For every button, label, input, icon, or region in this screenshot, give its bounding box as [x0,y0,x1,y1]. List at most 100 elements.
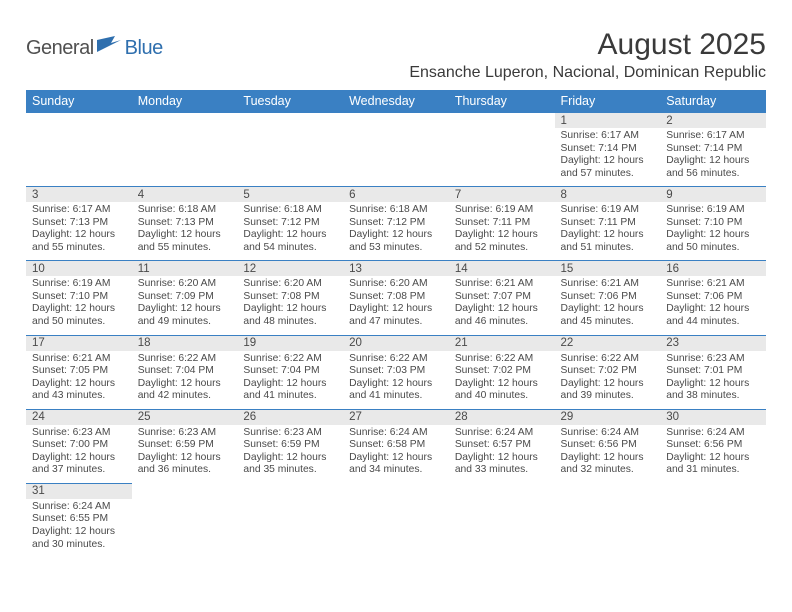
sunset-line: Sunset: 6:58 PM [349,439,443,452]
sunrise-line: Sunrise: 6:18 AM [138,204,232,217]
day-detail: Sunrise: 6:18 AMSunset: 7:13 PMDaylight:… [132,202,238,261]
day-number: 22 [555,335,661,351]
sunrise-line: Sunrise: 6:19 AM [455,204,549,217]
empty-cell [132,113,238,129]
empty-cell [26,128,132,187]
daylight-line: Daylight: 12 hours and 56 minutes. [666,155,760,180]
logo-text-blue: Blue [125,37,163,60]
day-detail: Sunrise: 6:18 AMSunset: 7:12 PMDaylight:… [343,202,449,261]
day-detail: Sunrise: 6:21 AMSunset: 7:06 PMDaylight:… [555,276,661,335]
daylight-line: Daylight: 12 hours and 42 minutes. [138,378,232,403]
sunset-line: Sunset: 7:04 PM [138,365,232,378]
sunrise-line: Sunrise: 6:21 AM [666,278,760,291]
sunset-line: Sunset: 6:59 PM [138,439,232,452]
daylight-line: Daylight: 12 hours and 36 minutes. [138,452,232,477]
month-title: August 2025 [409,28,766,62]
sunrise-line: Sunrise: 6:19 AM [666,204,760,217]
day-detail: Sunrise: 6:21 AMSunset: 7:06 PMDaylight:… [660,276,766,335]
day-detail-row: Sunrise: 6:19 AMSunset: 7:10 PMDaylight:… [26,276,766,335]
day-detail: Sunrise: 6:24 AMSunset: 6:57 PMDaylight:… [449,425,555,484]
empty-cell [343,128,449,187]
day-number: 25 [132,409,238,425]
sunset-line: Sunset: 7:09 PM [138,291,232,304]
sunrise-line: Sunrise: 6:20 AM [138,278,232,291]
sunset-line: Sunset: 7:11 PM [561,217,655,230]
sunrise-line: Sunrise: 6:24 AM [32,501,126,514]
calendar-table: SundayMondayTuesdayWednesdayThursdayFrid… [26,90,766,557]
sunset-line: Sunset: 7:02 PM [561,365,655,378]
sunset-line: Sunset: 7:08 PM [349,291,443,304]
sunset-line: Sunset: 7:01 PM [666,365,760,378]
daylight-line: Daylight: 12 hours and 43 minutes. [32,378,126,403]
day-number: 1 [555,113,661,129]
sunrise-line: Sunrise: 6:24 AM [561,427,655,440]
day-number: 17 [26,335,132,351]
day-number-row: 31 [26,483,766,499]
title-block: August 2025 Ensanche Luperon, Nacional, … [409,28,766,88]
empty-cell [343,113,449,129]
daylight-line: Daylight: 12 hours and 39 minutes. [561,378,655,403]
day-number: 26 [237,409,343,425]
sunset-line: Sunset: 7:14 PM [666,143,760,156]
sunrise-line: Sunrise: 6:20 AM [349,278,443,291]
day-detail-row: Sunrise: 6:17 AMSunset: 7:14 PMDaylight:… [26,128,766,187]
day-number: 20 [343,335,449,351]
sunrise-line: Sunrise: 6:21 AM [455,278,549,291]
day-detail: Sunrise: 6:21 AMSunset: 7:07 PMDaylight:… [449,276,555,335]
daylight-line: Daylight: 12 hours and 31 minutes. [666,452,760,477]
sunset-line: Sunset: 7:12 PM [349,217,443,230]
sunrise-line: Sunrise: 6:17 AM [561,130,655,143]
sunrise-line: Sunrise: 6:21 AM [32,353,126,366]
sunset-line: Sunset: 7:08 PM [243,291,337,304]
daylight-line: Daylight: 12 hours and 52 minutes. [455,229,549,254]
sunrise-line: Sunrise: 6:21 AM [561,278,655,291]
weekday-header: Tuesday [237,90,343,113]
day-detail: Sunrise: 6:23 AMSunset: 7:01 PMDaylight:… [660,351,766,410]
day-detail: Sunrise: 6:17 AMSunset: 7:14 PMDaylight:… [660,128,766,187]
sunrise-line: Sunrise: 6:23 AM [243,427,337,440]
sunset-line: Sunset: 7:10 PM [666,217,760,230]
day-detail: Sunrise: 6:18 AMSunset: 7:12 PMDaylight:… [237,202,343,261]
sunset-line: Sunset: 7:02 PM [455,365,549,378]
weekday-header-row: SundayMondayTuesdayWednesdayThursdayFrid… [26,90,766,113]
daylight-line: Daylight: 12 hours and 50 minutes. [666,229,760,254]
daylight-line: Daylight: 12 hours and 33 minutes. [455,452,549,477]
daylight-line: Daylight: 12 hours and 51 minutes. [561,229,655,254]
day-number-row: 10111213141516 [26,261,766,277]
day-detail: Sunrise: 6:23 AMSunset: 6:59 PMDaylight:… [132,425,238,484]
sunset-line: Sunset: 7:00 PM [32,439,126,452]
sunrise-line: Sunrise: 6:24 AM [455,427,549,440]
sunset-line: Sunset: 6:59 PM [243,439,337,452]
sunrise-line: Sunrise: 6:23 AM [138,427,232,440]
day-detail: Sunrise: 6:20 AMSunset: 7:08 PMDaylight:… [343,276,449,335]
day-number: 30 [660,409,766,425]
day-detail: Sunrise: 6:24 AMSunset: 6:56 PMDaylight:… [555,425,661,484]
sunset-line: Sunset: 7:12 PM [243,217,337,230]
daylight-line: Daylight: 12 hours and 57 minutes. [561,155,655,180]
empty-cell [132,128,238,187]
weekday-header: Wednesday [343,90,449,113]
daylight-line: Daylight: 12 hours and 41 minutes. [349,378,443,403]
daylight-line: Daylight: 12 hours and 45 minutes. [561,303,655,328]
day-number: 4 [132,187,238,203]
day-detail: Sunrise: 6:20 AMSunset: 7:08 PMDaylight:… [237,276,343,335]
daylight-line: Daylight: 12 hours and 47 minutes. [349,303,443,328]
day-detail: Sunrise: 6:19 AMSunset: 7:10 PMDaylight:… [660,202,766,261]
day-number: 19 [237,335,343,351]
daylight-line: Daylight: 12 hours and 55 minutes. [32,229,126,254]
sunrise-line: Sunrise: 6:23 AM [666,353,760,366]
day-number: 23 [660,335,766,351]
sunset-line: Sunset: 7:11 PM [455,217,549,230]
sunrise-line: Sunrise: 6:22 AM [561,353,655,366]
sunset-line: Sunset: 7:03 PM [349,365,443,378]
sunset-line: Sunset: 7:14 PM [561,143,655,156]
day-number-row: 12 [26,113,766,129]
sunrise-line: Sunrise: 6:17 AM [32,204,126,217]
flag-icon [97,36,123,59]
day-detail: Sunrise: 6:24 AMSunset: 6:55 PMDaylight:… [26,499,132,557]
day-detail: Sunrise: 6:23 AMSunset: 7:00 PMDaylight:… [26,425,132,484]
day-detail: Sunrise: 6:22 AMSunset: 7:02 PMDaylight:… [555,351,661,410]
day-number: 14 [449,261,555,277]
day-detail: Sunrise: 6:24 AMSunset: 6:56 PMDaylight:… [660,425,766,484]
daylight-line: Daylight: 12 hours and 35 minutes. [243,452,337,477]
